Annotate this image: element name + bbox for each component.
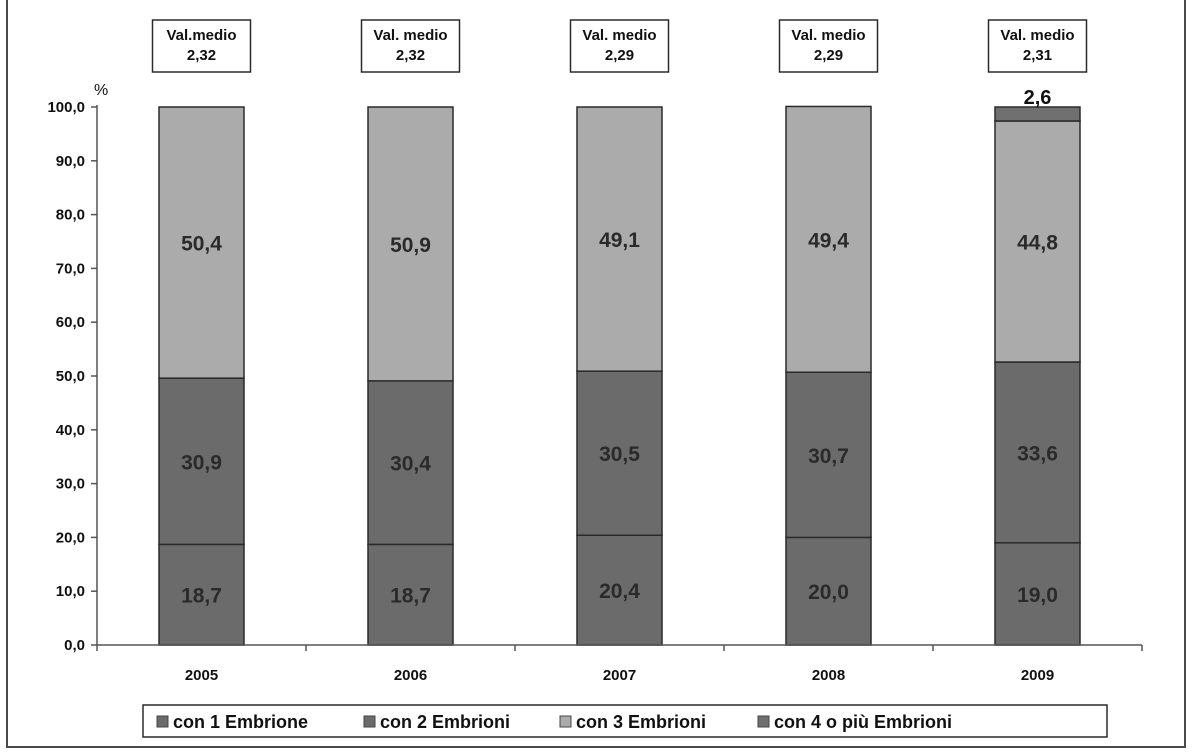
data-label: 30,4 <box>390 453 431 476</box>
legend-label: con 1 Embrione <box>173 712 308 732</box>
annotation-border <box>778 19 879 73</box>
annotation-border <box>987 19 1088 73</box>
legend-swatch <box>363 715 376 728</box>
data-label: 2,6 <box>1024 87 1052 109</box>
annotation-border <box>569 19 670 73</box>
y-tick-label: 60,0 <box>56 314 85 331</box>
x-tick-label: 2007 <box>603 667 636 684</box>
y-tick-label: 50,0 <box>56 368 85 385</box>
data-label: 30,7 <box>808 445 849 468</box>
bar-segment <box>367 106 454 382</box>
bar-segment <box>994 120 1081 363</box>
data-label: 20,4 <box>599 580 640 603</box>
x-tick-label: 2006 <box>394 667 427 684</box>
y-tick-label: 90,0 <box>56 153 85 170</box>
bar-segment <box>576 534 663 646</box>
data-label: 44,8 <box>1017 232 1058 255</box>
mean-value-box: Val. medio 2,29 <box>778 19 879 73</box>
bar-segment <box>785 371 872 539</box>
annotation-title: Val. medio <box>791 27 865 44</box>
y-tick-label: 100,0 <box>47 99 85 116</box>
y-tick-label: 70,0 <box>56 260 85 277</box>
bar-segment <box>576 370 663 536</box>
data-label: 50,4 <box>181 233 222 256</box>
bar-segment <box>367 380 454 546</box>
legend-item: con 3 Embrioni <box>559 712 706 732</box>
annotation-border <box>151 19 252 73</box>
annotation-border <box>360 19 461 73</box>
bar-segment <box>158 543 245 646</box>
annotation-value: 2,31 <box>1023 47 1052 64</box>
y-axis: 0,0 10,0 20,0 30,0 40,0 50,0 60,0 70,0 80,0 90,0 1… <box>47 99 98 654</box>
legend-box <box>142 704 1108 738</box>
y-tick-label: 10,0 <box>56 583 85 600</box>
legend-label: con 4 o più Embrioni <box>774 712 952 732</box>
data-label: 30,9 <box>181 451 222 474</box>
x-tick-label: 2008 <box>812 667 845 684</box>
legend-item: con 1 Embrione <box>156 712 308 732</box>
x-tick-label: 2009 <box>1021 667 1054 684</box>
data-label: 49,4 <box>808 229 849 252</box>
legend-item: con 4 o più Embrioni <box>757 712 952 732</box>
legend-label: con 3 Embrioni <box>576 712 706 732</box>
mean-value-box: Val. medio 2,31 <box>987 19 1088 73</box>
legend-swatch <box>156 715 169 728</box>
bar-segment <box>994 361 1081 544</box>
legend-label: con 2 Embrioni <box>380 712 510 732</box>
y-tick-label: 40,0 <box>56 422 85 439</box>
mean-value-box: Val. medio 2,32 <box>360 19 461 73</box>
x-tick-label: 2005 <box>185 667 218 684</box>
y-tick-label: 80,0 <box>56 207 85 224</box>
annotation-title: Val. medio <box>582 27 656 44</box>
annotation-value: 2,29 <box>814 47 843 64</box>
bar-segment <box>994 106 1081 122</box>
mean-value-annotations: Val.medio 2,32 Val. medio 2,32 Val. medio 2,2… <box>151 19 1088 73</box>
data-label: 49,1 <box>599 229 640 252</box>
data-label: 20,0 <box>808 581 849 604</box>
y-axis-unit-label: % <box>94 82 108 99</box>
y-tick-label: 30,0 <box>56 476 85 493</box>
legend-item: con 2 Embrioni <box>363 712 510 732</box>
data-label: 30,5 <box>599 443 640 466</box>
legend-swatch <box>757 715 770 728</box>
mean-value-box: Val.medio 2,32 <box>151 19 252 73</box>
data-label: 18,7 <box>390 585 431 608</box>
legend: con 1 Embrione con 2 Embrioni con 3 Embrio… <box>142 704 1108 738</box>
y-tick-label: 0,0 <box>64 637 85 654</box>
mean-value-box: Val. medio 2,29 <box>569 19 670 73</box>
data-label: 18,7 <box>181 585 222 608</box>
annotation-title: Val.medio <box>166 27 236 44</box>
bar-segment <box>576 106 663 372</box>
data-label: 19,0 <box>1017 584 1058 607</box>
bar-segment <box>785 105 872 373</box>
annotation-title: Val. medio <box>1000 27 1074 44</box>
legend-swatch <box>559 715 572 728</box>
data-label: 50,9 <box>390 234 431 257</box>
bars: 18,7 30,9 50,4 18,7 30,4 50,9 20,4 30,5 49,1 20,0… <box>158 87 1081 646</box>
y-tick-label: 20,0 <box>56 529 85 546</box>
annotation-title: Val. medio <box>373 27 447 44</box>
annotation-value: 2,29 <box>605 47 634 64</box>
data-label: 33,6 <box>1017 442 1058 465</box>
bar-segment <box>158 106 245 379</box>
x-axis: 2005 2006 2007 2008 2009 <box>96 644 1143 684</box>
bar-segment <box>785 536 872 646</box>
annotation-value: 2,32 <box>396 47 425 64</box>
bar-segment <box>367 543 454 646</box>
annotation-value: 2,32 <box>187 47 216 64</box>
